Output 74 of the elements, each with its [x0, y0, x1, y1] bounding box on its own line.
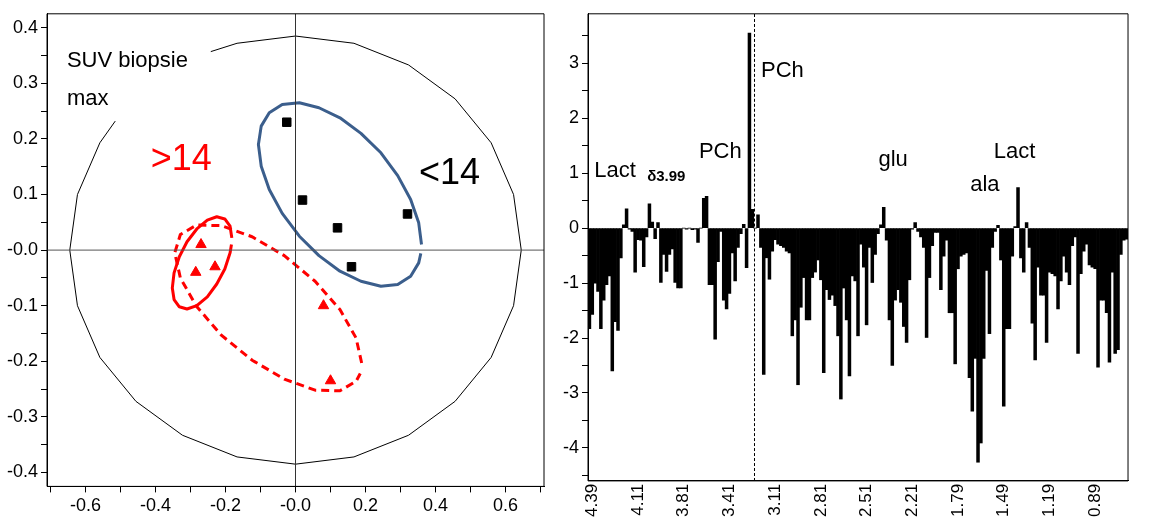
- x-tick-label: 3.11: [764, 483, 784, 516]
- x-tick-label: 1.49: [993, 483, 1013, 518]
- x-tick-label: 1.79: [947, 483, 967, 518]
- x-tick-label: 0.89: [1084, 483, 1104, 518]
- x-tick-label: 2.51: [856, 483, 876, 518]
- y-tick-label: -2: [562, 327, 579, 347]
- bar: [1116, 228, 1120, 350]
- bar: [696, 228, 700, 243]
- annotation: glu: [878, 146, 908, 172]
- x-tick-label: 1.19: [1039, 483, 1059, 518]
- x-tick-label: -0.0: [279, 495, 312, 516]
- annotation: PCh: [761, 56, 804, 82]
- x-tick-label: 2.21: [901, 483, 921, 518]
- point: [324, 374, 337, 385]
- bar: [633, 228, 637, 273]
- point: [317, 299, 330, 310]
- point: [346, 262, 357, 272]
- point: [282, 117, 292, 127]
- x-tick-label: 0.2: [352, 495, 379, 516]
- x-tick-label: 0.4: [422, 495, 449, 516]
- y-tick-label: -0.1: [6, 294, 39, 315]
- bar: [796, 228, 800, 386]
- x-tick-label: -0.4: [140, 495, 172, 516]
- y-tick-label: -0.3: [6, 405, 39, 426]
- series-label: <14: [419, 151, 481, 193]
- x-tick-label: 4.11: [627, 483, 647, 516]
- annotation: PCh: [698, 137, 742, 163]
- bar: [1096, 228, 1100, 368]
- bar: [839, 228, 843, 400]
- y-tick-label: -3: [562, 381, 579, 402]
- bar: [1056, 228, 1060, 310]
- y-tick-label: 0.1: [12, 183, 39, 204]
- bar: [616, 228, 620, 331]
- bar: [1024, 222, 1029, 228]
- x-tick-label: 3.81: [673, 483, 693, 518]
- series-label: >14: [150, 137, 212, 179]
- bar: [856, 228, 860, 337]
- bar: [713, 228, 717, 340]
- point: [297, 195, 308, 205]
- x-tick-label: -0.6: [70, 495, 102, 516]
- y-tick-label: 2: [568, 107, 579, 128]
- y-tick-label: 0.4: [12, 16, 39, 37]
- annotation: SUV biopsie max: [66, 47, 188, 111]
- y-tick-label: -4: [562, 436, 579, 457]
- x-tick-label: 2.81: [810, 483, 830, 518]
- y-tick-label: 0: [568, 217, 579, 238]
- point: [190, 265, 202, 276]
- bar: [733, 228, 737, 282]
- y-tick-label: -0.0: [6, 239, 39, 260]
- y-tick-label: -1: [562, 272, 579, 293]
- x-tick-label: 0.6: [492, 495, 519, 516]
- bar: [1076, 228, 1080, 354]
- bar: [1033, 228, 1037, 361]
- point: [195, 238, 207, 249]
- point: [332, 223, 343, 233]
- bar: [913, 222, 917, 228]
- point: [209, 260, 221, 271]
- annotation: Lact: [594, 156, 636, 182]
- y-tick-label: -0.4: [6, 461, 39, 482]
- bar: [953, 228, 957, 365]
- x-tick-label: 3.41: [719, 483, 739, 518]
- bar: [599, 228, 603, 330]
- y-tick-label: -0.2: [6, 350, 39, 371]
- annotation: ala: [970, 171, 1001, 197]
- x-tick-label: 4.39: [581, 483, 601, 518]
- y-tick-label: 0.2: [12, 127, 39, 148]
- x-tick-label: -0.2: [210, 495, 242, 516]
- annotation: Lact: [993, 137, 1036, 163]
- y-tick-label: 3: [568, 52, 579, 73]
- y-tick-label: 1: [568, 162, 579, 183]
- point: [402, 209, 413, 219]
- bar: [939, 228, 943, 290]
- y-tick-label: 0.3: [12, 72, 39, 93]
- annotation: δ3.99: [647, 167, 686, 185]
